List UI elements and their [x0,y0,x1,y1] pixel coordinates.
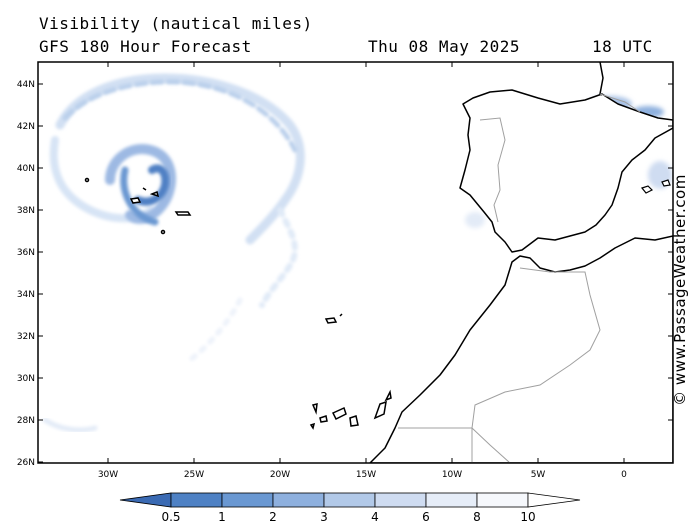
north-africa-coast [369,235,673,463]
forecast-model-label: GFS 180 Hour Forecast [39,37,252,56]
lon-label: 20W [270,470,290,480]
country-borders [398,93,641,463]
visibility-shading [42,73,305,433]
colorbar-label: 0.5 [161,510,180,524]
watermark-text: © www.PassageWeather.com [671,174,689,406]
latitude-axis: 44N 42N 40N 38N 36N 34N 32N 30N 28N 26N [17,80,673,468]
map-title: Visibility (nautical miles) [39,14,313,33]
lat-label: 40N [17,164,35,174]
colorbar-label: 8 [473,510,481,524]
colorbar-segment [272,492,325,508]
lon-label: 25W [184,470,204,480]
lat-label: 32N [17,332,35,342]
colorbar-label: 4 [371,510,379,524]
lat-label: 38N [17,206,35,216]
colorbar-label: 6 [422,510,430,524]
azores-islands [84,177,192,235]
colorbar-segment [119,492,172,508]
colorbar-label: 1 [218,510,226,524]
balearic-islands [640,179,671,194]
lat-label: 42N [17,122,35,132]
colorbar-label: 2 [269,510,277,524]
lon-label: 5W [531,470,546,480]
colorbar-label: 3 [320,510,328,524]
longitude-axis: 30W 25W 20W 15W 10W 5W 0 [98,62,627,480]
lon-label: 30W [98,470,118,480]
colorbar-segment [374,492,427,508]
colorbar-labels: 0.5 1 2 3 4 6 8 10 [161,510,535,524]
colorbar-segment [170,492,223,508]
lat-label: 30N [17,374,35,384]
lat-label: 36N [17,248,35,258]
madeira-islands [324,313,343,324]
colorbar-segment [425,492,478,508]
colorbar-segment [527,492,581,508]
lon-label: 15W [356,470,376,480]
map-frame [37,61,674,464]
lat-label: 26N [17,458,35,468]
lat-label: 44N [17,80,35,90]
colorbar-label: 10 [520,510,535,524]
colorbar [119,492,581,508]
lat-label: 34N [17,290,35,300]
lon-label: 10W [442,470,462,480]
forecast-date: Thu 08 May 2025 [368,37,520,56]
colorbar-segment [323,492,376,508]
lat-label: 28N [17,416,35,426]
canary-islands [309,389,392,430]
colorbar-segment [221,492,274,508]
colorbar-segment [476,492,529,508]
forecast-time: 18 UTC [592,37,653,56]
lon-label: 0 [621,470,627,480]
